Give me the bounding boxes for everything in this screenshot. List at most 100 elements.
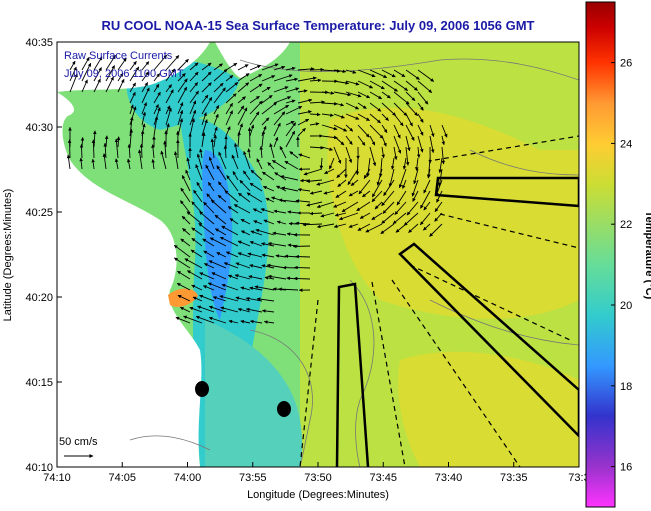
current-vector [196, 153, 203, 170]
current-vector [393, 113, 404, 127]
y-axis-label: Latitude (Degrees:Minutes) [2, 189, 14, 322]
current-vector [228, 319, 239, 324]
current-vector [405, 135, 411, 152]
current-vector [211, 272, 227, 280]
current-vector [181, 215, 191, 225]
current-vector [249, 124, 255, 137]
current-vector [362, 190, 371, 198]
current-vector [393, 80, 408, 91]
current-vector [261, 94, 273, 104]
current-vector [79, 144, 84, 159]
plot-area [57, 42, 579, 467]
current-vector [196, 181, 203, 192]
current-vector [240, 218, 251, 225]
current-vector [189, 100, 197, 115]
colorbar-tick-label: 16 [620, 462, 632, 474]
current-vector [348, 190, 359, 197]
current-vector [240, 286, 251, 291]
current-vector [224, 190, 239, 203]
current-vector [237, 131, 241, 148]
current-vector [298, 153, 311, 159]
current-vector [237, 82, 250, 93]
current-vector [297, 187, 311, 192]
current-vector [213, 126, 218, 137]
current-vector [365, 223, 383, 233]
current-vector [422, 223, 431, 231]
current-vector [201, 82, 212, 93]
current-vector [165, 55, 180, 71]
current-vector [321, 113, 334, 117]
current-vector [271, 159, 287, 170]
current-vector [396, 190, 407, 206]
current-vector [309, 145, 325, 150]
current-vector [216, 252, 227, 258]
current-vector [201, 132, 206, 148]
colorbar-tick-label: 24 [620, 138, 632, 150]
current-vector [225, 62, 238, 71]
current-vector [358, 179, 371, 195]
current-vector [205, 164, 215, 181]
current-vector [273, 104, 290, 115]
land-lower-bay [215, 42, 290, 78]
current-vector [333, 124, 348, 132]
current-vector [381, 146, 385, 159]
current-vector [295, 254, 311, 259]
current-vector [357, 113, 370, 121]
current-vector [117, 57, 127, 71]
current-vector [363, 168, 371, 179]
current-vector [319, 157, 324, 170]
current-vector [347, 168, 359, 186]
current-vector [285, 122, 297, 137]
current-vector [186, 270, 203, 280]
current-vector [292, 244, 311, 249]
sst-contour [249, 329, 313, 467]
current-vector [141, 61, 150, 71]
current-vector [102, 153, 107, 170]
current-vector [316, 179, 335, 186]
current-vector [261, 101, 278, 115]
current-vector [81, 62, 92, 82]
current-vector [141, 87, 150, 104]
current-vector [393, 102, 408, 117]
current-vector [207, 282, 227, 291]
current-vector [231, 154, 239, 170]
current-vector [369, 91, 383, 100]
current-vector [294, 265, 311, 270]
current-vector [242, 170, 251, 181]
current-vector [261, 242, 275, 247]
current-vector [186, 211, 203, 225]
colorbar-ticks: 26 24 22 20 18 16 [611, 58, 632, 474]
current-vector [234, 274, 251, 280]
current-vector [405, 69, 420, 80]
current-vector [369, 102, 382, 112]
current-vector [105, 54, 116, 71]
current-vector [417, 91, 429, 105]
current-vector [381, 212, 395, 224]
current-vector [199, 272, 215, 280]
current-vector [357, 135, 366, 146]
current-vector [190, 249, 203, 258]
current-vector [213, 63, 223, 71]
current-vector [137, 149, 143, 170]
current-vector [297, 110, 312, 115]
current-vector [177, 73, 186, 82]
current-vector [254, 285, 275, 291]
y-tick-label: 40:35 [25, 37, 53, 49]
current-vector [333, 102, 345, 107]
current-vector [129, 104, 134, 115]
current-vector [323, 190, 335, 195]
current-vector [273, 65, 286, 71]
current-vector [201, 94, 209, 104]
current-vector [225, 102, 233, 115]
x-tick-label: 73:45 [369, 472, 397, 484]
current-vector [381, 135, 387, 147]
current-vector [321, 69, 341, 73]
x-tick-label: 73:35 [500, 472, 528, 484]
current-vector [263, 219, 275, 225]
current-vector [129, 106, 137, 126]
current-vector [195, 315, 215, 324]
current-vector [93, 56, 103, 71]
current-vector [398, 168, 407, 189]
current-vector [359, 212, 371, 219]
current-vector [281, 186, 299, 192]
